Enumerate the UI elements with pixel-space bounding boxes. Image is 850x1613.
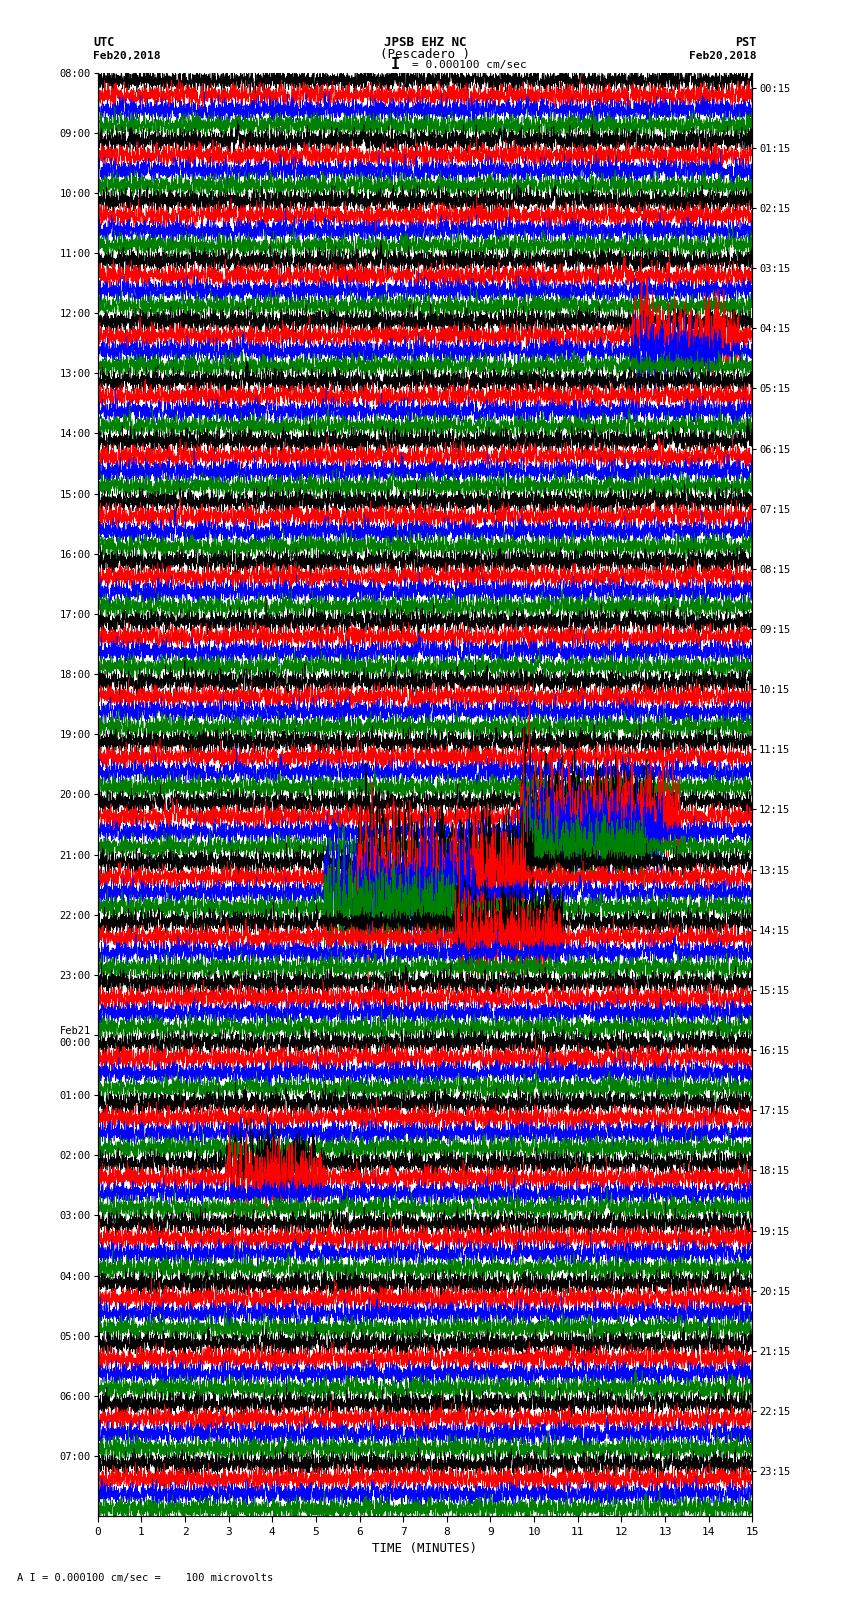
Text: A I = 0.000100 cm/sec =    100 microvolts: A I = 0.000100 cm/sec = 100 microvolts xyxy=(17,1573,273,1582)
Text: (Pescadero ): (Pescadero ) xyxy=(380,47,470,61)
Text: Feb20,2018: Feb20,2018 xyxy=(94,50,161,61)
Text: JPSB EHZ NC: JPSB EHZ NC xyxy=(383,35,467,50)
Text: Feb20,2018: Feb20,2018 xyxy=(689,50,756,61)
Text: I: I xyxy=(391,56,399,73)
X-axis label: TIME (MINUTES): TIME (MINUTES) xyxy=(372,1542,478,1555)
Text: UTC: UTC xyxy=(94,35,115,50)
Text: PST: PST xyxy=(735,35,756,50)
Text: = 0.000100 cm/sec: = 0.000100 cm/sec xyxy=(412,60,527,69)
